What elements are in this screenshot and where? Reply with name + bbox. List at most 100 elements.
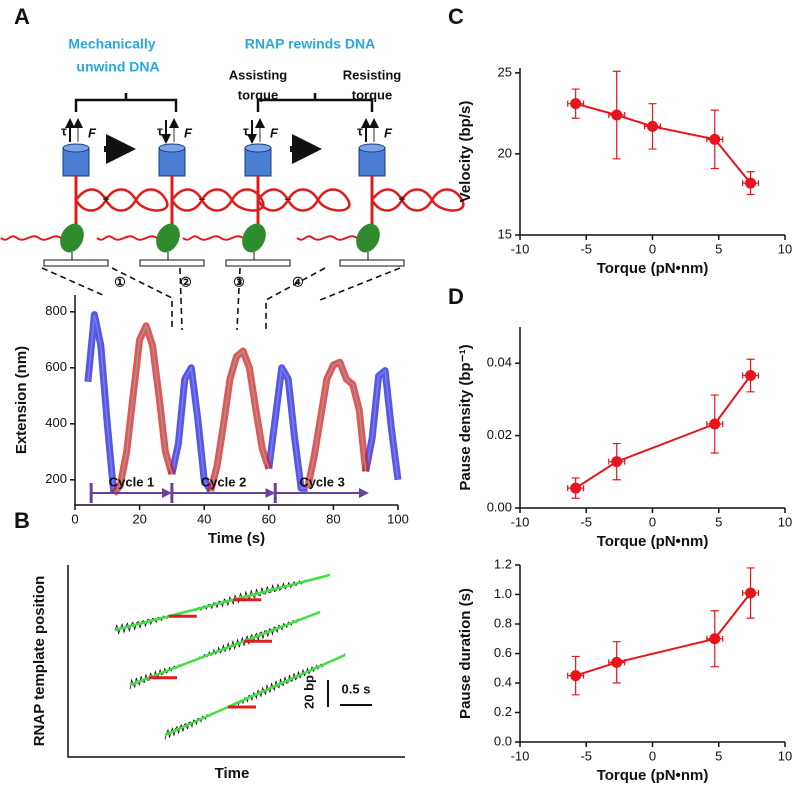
- x-tick-label: 10: [778, 241, 792, 256]
- rnap: [242, 223, 266, 253]
- zoom-lines: [41, 267, 401, 331]
- label: Assisting: [229, 67, 288, 82]
- chart: -10 -5 0 5 10 15 20 25 Torque (pN•nm) Velocity (b…: [457, 64, 792, 277]
- bead-top: [158, 143, 186, 153]
- traces: [114, 573, 346, 740]
- marker: [611, 456, 623, 468]
- rnap: [60, 223, 84, 253]
- axis: [67, 565, 405, 758]
- series-line: [575, 102, 752, 184]
- steps: ① ② ③ ④: [41, 267, 401, 331]
- x-tick-label: 5: [715, 514, 722, 529]
- step: ②: [180, 274, 192, 289]
- rnap: [156, 223, 180, 253]
- marker: [745, 370, 757, 382]
- cycle-label: Cycle 3: [299, 474, 345, 489]
- heading: RNAP rewinds DNA: [245, 36, 375, 52]
- x-axis-label: Torque (pN•nm): [597, 533, 709, 550]
- rna: [182, 235, 244, 241]
- marker: [570, 482, 582, 494]
- marker: [611, 656, 623, 668]
- y-tick-label: 15: [498, 226, 512, 241]
- x-tick-label: 60: [262, 511, 276, 526]
- trace: [114, 573, 331, 635]
- bead-top: [244, 143, 272, 153]
- chart: 0 20 40 60 80 100 200 400 600 800 Time (s) Extensio…: [13, 295, 409, 547]
- x-tick-label: -5: [580, 514, 592, 529]
- x-tick-label: 40: [197, 511, 211, 526]
- marker: [745, 587, 757, 599]
- rna: [0, 235, 62, 241]
- y-tick-label: 1.0: [494, 586, 512, 601]
- y-tick-label: 600: [45, 359, 67, 374]
- tau: τ: [357, 123, 363, 138]
- marker: [709, 418, 721, 430]
- y-tick-label: 0.4: [494, 674, 512, 689]
- marker: [709, 633, 721, 645]
- x-tick-label: 10: [778, 748, 792, 763]
- series-line: [575, 592, 752, 677]
- x-axis-label: Time (s): [208, 530, 265, 547]
- supercoil: [74, 188, 169, 212]
- x-tick-label: 20: [132, 511, 146, 526]
- sign: −: [285, 194, 291, 206]
- x-tick-label: 5: [715, 241, 722, 256]
- sign: +: [103, 194, 109, 206]
- series-center: [113, 323, 367, 495]
- y-tick-label: 0.00: [487, 499, 512, 514]
- panel-label: D: [448, 284, 464, 309]
- surface: [43, 259, 109, 267]
- x-tick-label: 0: [71, 511, 78, 526]
- chart: -10 -5 0 5 10 0.00 0.02 0.04 Torque (pN•nm) Pause…: [457, 327, 792, 550]
- fit: [164, 653, 346, 737]
- y-tick-label: 0.04: [487, 355, 512, 370]
- axis-label: RNAP template position: [31, 576, 48, 747]
- y-tick-label: 0.2: [494, 704, 512, 719]
- scale-label: 20 bp: [301, 675, 316, 709]
- x-tick-label: -5: [580, 241, 592, 256]
- bead: [358, 147, 386, 177]
- trace: [129, 610, 321, 690]
- marker: [745, 177, 757, 189]
- y-axis-label: Velocity (bp/s): [457, 101, 474, 203]
- tau: τ: [243, 123, 249, 138]
- panel-b: RNAP template position Time 20 bp 0.5 s: [31, 565, 405, 782]
- scale-bar: [327, 680, 372, 707]
- chart: -10 -5 0 5 10 0.0 0.2 0.4 0.6 0.8 1.0 1.2 Torque (pN…: [457, 556, 792, 784]
- sign: −: [199, 194, 205, 206]
- x-tick-label: 10: [778, 514, 792, 529]
- label: Resisting: [343, 67, 402, 82]
- force: F: [384, 125, 393, 140]
- cycle-label: Cycle 2: [201, 474, 247, 489]
- x-tick-label: -10: [511, 514, 530, 529]
- tau: τ: [61, 123, 67, 138]
- panel-label: C: [448, 4, 464, 29]
- tau: τ: [157, 123, 163, 138]
- force: F: [88, 125, 97, 140]
- x-tick-label: -5: [580, 748, 592, 763]
- marker: [570, 98, 582, 110]
- step: ①: [114, 274, 126, 289]
- series-line: [111, 322, 370, 496]
- surface: [139, 259, 205, 267]
- supercoil: [170, 188, 265, 212]
- scale-label: 0.5 s: [342, 681, 371, 696]
- series-line: [575, 374, 752, 489]
- bracket: [74, 93, 178, 112]
- cycle-label: Cycle 1: [109, 474, 155, 489]
- y-tick-label: 0.8: [494, 615, 512, 630]
- force: F: [184, 125, 193, 140]
- x-tick-label: -10: [511, 748, 530, 763]
- x-tick-label: 0: [649, 748, 656, 763]
- y-tick-label: 0.0: [494, 733, 512, 748]
- bead: [244, 147, 272, 177]
- x-tick-label: 100: [387, 511, 409, 526]
- panel-label: B: [14, 508, 30, 533]
- marker: [611, 109, 623, 121]
- bead-top: [62, 143, 90, 153]
- force: F: [270, 125, 279, 140]
- series-center: [87, 314, 399, 494]
- bracket: [256, 93, 374, 112]
- heading: Mechanically: [68, 36, 155, 52]
